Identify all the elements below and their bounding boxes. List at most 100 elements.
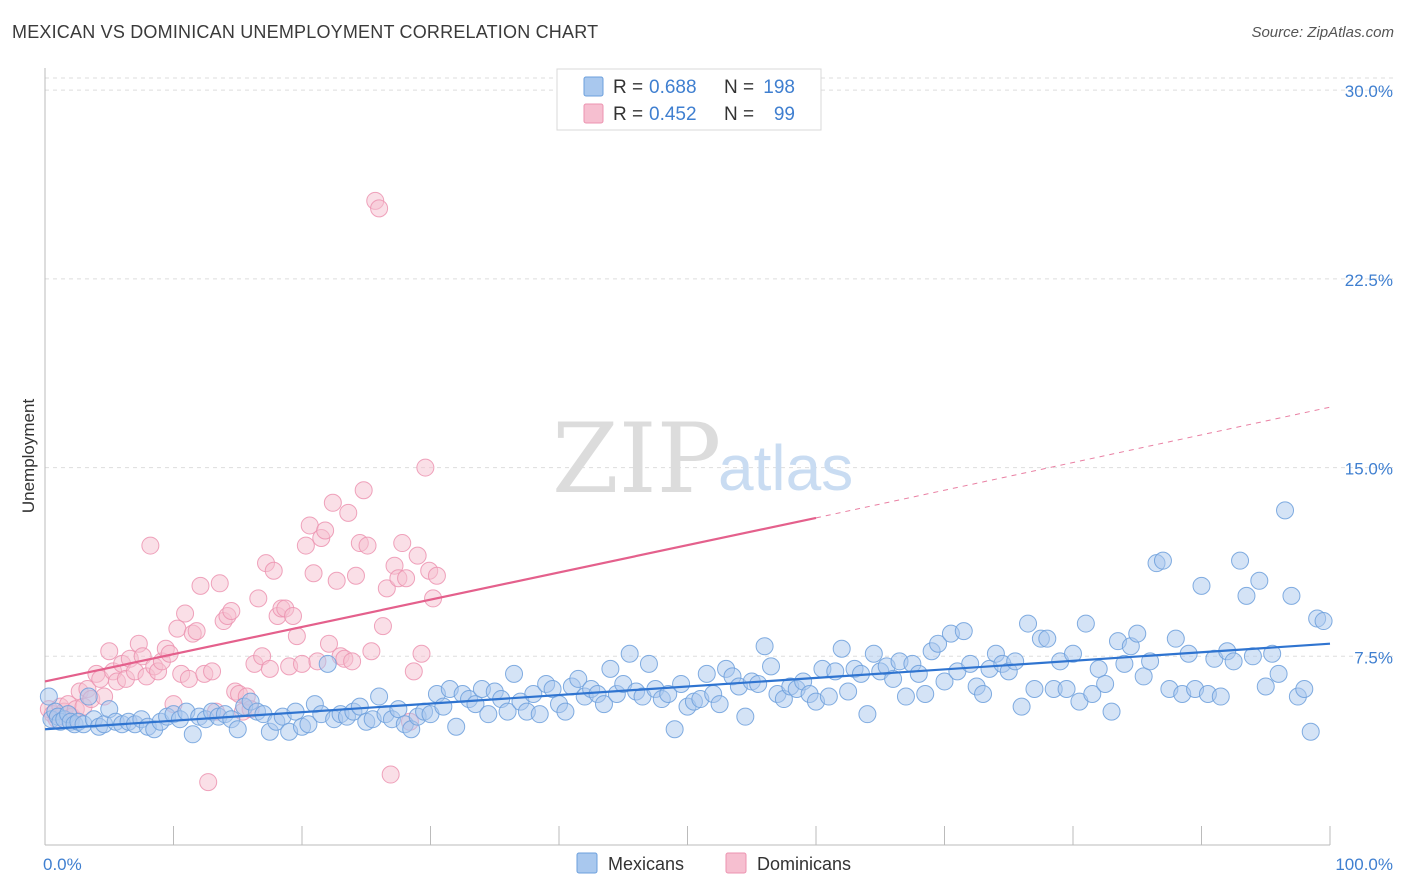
legend-mexicans-r-value: 0.688 bbox=[649, 77, 697, 98]
mexicans-point-139 bbox=[896, 687, 915, 706]
dominicans-point-41 bbox=[203, 662, 222, 681]
dominicans-point-64 bbox=[293, 654, 311, 673]
mexicans-point-185 bbox=[1192, 576, 1211, 595]
mexicans-point-81 bbox=[524, 685, 543, 704]
mexicans-point-49 bbox=[318, 654, 337, 673]
mexicans-point-149 bbox=[961, 654, 980, 673]
mexicans-points bbox=[39, 501, 1333, 744]
dominicans-point-34 bbox=[176, 604, 195, 623]
legend-mexicans-n-value: 198 bbox=[763, 77, 795, 98]
y-tick-labels: 7.5% 15.0% 22.5% 30.0% bbox=[1345, 82, 1393, 667]
mexicans-point-170 bbox=[1096, 674, 1115, 693]
mexicans-point-196 bbox=[1263, 644, 1282, 663]
dominicans-point-99 bbox=[427, 566, 446, 585]
dominicans-point-35 bbox=[179, 669, 198, 688]
mexicans-point-108 bbox=[697, 664, 716, 683]
watermark: ZIP atlas bbox=[552, 403, 853, 515]
mexicans-point-181 bbox=[1166, 629, 1185, 648]
mexicans-point-137 bbox=[884, 669, 903, 688]
dominicans-point-77 bbox=[343, 652, 362, 671]
mexicans-point-92 bbox=[594, 695, 613, 714]
source-label: Source: ZipAtlas.com bbox=[1251, 24, 1394, 41]
dominicans-point-82 bbox=[362, 642, 381, 661]
mexicans-point-176 bbox=[1134, 667, 1153, 686]
mexicans-point-179 bbox=[1153, 551, 1172, 570]
dominicans-point-53 bbox=[249, 589, 268, 608]
mexicans-point-0 bbox=[39, 687, 58, 706]
mexicans-point-148 bbox=[954, 622, 973, 641]
dominicans-point-95 bbox=[412, 644, 431, 663]
mexicans-point-103 bbox=[665, 720, 684, 739]
mexicans-point-164 bbox=[1057, 679, 1076, 698]
dominicans-point-93 bbox=[404, 662, 423, 681]
y-tick-label-0: 7.5% bbox=[1354, 648, 1393, 667]
bottom-legend-mexicans: Mexicans bbox=[608, 854, 684, 874]
legend-mexicans-n-label: N = bbox=[724, 77, 754, 98]
dominicans-point-84 bbox=[370, 199, 389, 218]
legend-dominicans-n-label: N = bbox=[724, 104, 754, 125]
mexicans-point-74 bbox=[479, 705, 498, 724]
chart-title: MEXICAN VS DOMINICAN UNEMPLOYMENT CORREL… bbox=[12, 22, 599, 42]
mexicans-point-171 bbox=[1102, 702, 1121, 721]
dominicans-point-40 bbox=[199, 773, 218, 792]
mexicans-point-197 bbox=[1269, 664, 1288, 683]
mexicans-point-199 bbox=[1282, 586, 1301, 605]
dominicans-point-25 bbox=[141, 536, 160, 555]
y-tick-label-2: 22.5% bbox=[1345, 271, 1393, 290]
mexicans-point-117 bbox=[755, 637, 774, 656]
legend-dominicans-r-label: R = bbox=[613, 104, 643, 125]
mexicans-point-88 bbox=[569, 669, 588, 688]
legend: R = 0.688 N = 198 R = 0.452 N = 99 bbox=[556, 68, 822, 131]
dominicans-point-62 bbox=[284, 607, 303, 626]
watermark-zip: ZIP bbox=[552, 403, 721, 515]
mexicans-point-54 bbox=[350, 697, 369, 716]
mexicans-point-167 bbox=[1076, 614, 1095, 633]
mexicans-point-151 bbox=[974, 685, 993, 704]
bottom-legend-swatch-mexicans bbox=[576, 852, 598, 874]
mexicans-point-173 bbox=[1115, 654, 1134, 673]
mexicans-point-116 bbox=[749, 674, 768, 693]
mexicans-point-77 bbox=[498, 702, 517, 721]
mexicans-point-202 bbox=[1301, 722, 1320, 741]
bottom-legend-swatch-dominicans bbox=[725, 852, 747, 874]
mexicans-point-133 bbox=[858, 705, 877, 724]
trendlines bbox=[44, 406, 1331, 731]
mexicans-point-175 bbox=[1128, 624, 1147, 643]
mexicans-point-204 bbox=[1314, 612, 1333, 631]
dominicans-point-85 bbox=[373, 617, 392, 636]
mexicans-point-84 bbox=[543, 679, 562, 698]
mexicans-point-46 bbox=[299, 715, 318, 734]
mexicans-point-102 bbox=[659, 685, 678, 704]
dominicans-point-70 bbox=[316, 521, 335, 540]
mexicans-point-168 bbox=[1083, 685, 1102, 704]
mexicans-point-159 bbox=[1025, 679, 1044, 698]
dominicans-point-65 bbox=[296, 536, 315, 555]
mexicans-point-114 bbox=[736, 707, 755, 726]
mexicans-point-188 bbox=[1211, 687, 1230, 706]
mexicans-point-99 bbox=[639, 654, 658, 673]
dominicans-point-91 bbox=[397, 569, 416, 588]
legend-dominicans-n-value: 99 bbox=[774, 104, 795, 125]
gridlines bbox=[45, 77, 1395, 657]
y-tick-label-3: 30.0% bbox=[1345, 82, 1393, 101]
mexicans-point-177 bbox=[1141, 652, 1160, 671]
dominicans-trendline bbox=[44, 516, 817, 683]
mexicans-point-57 bbox=[370, 687, 389, 706]
dominicans-point-96 bbox=[416, 458, 435, 477]
legend-swatch-mexicans bbox=[583, 76, 604, 97]
mexicans-point-110 bbox=[710, 695, 729, 714]
mexicans-point-192 bbox=[1237, 586, 1256, 605]
dominicans-point-81 bbox=[358, 536, 377, 555]
mexicans-point-190 bbox=[1224, 652, 1243, 671]
mexicans-point-141 bbox=[909, 664, 928, 683]
mexicans-point-195 bbox=[1256, 677, 1275, 696]
dominicans-point-90 bbox=[393, 534, 412, 553]
mexicans-point-130 bbox=[839, 682, 858, 701]
mexicans-point-35 bbox=[228, 720, 247, 739]
legend-mexicans-r-label: R = bbox=[613, 77, 643, 98]
dominicans-point-43 bbox=[210, 574, 229, 593]
dominicans-point-86 bbox=[377, 579, 396, 598]
legend-swatch-dominicans bbox=[583, 103, 604, 124]
mexicans-point-82 bbox=[530, 705, 549, 724]
